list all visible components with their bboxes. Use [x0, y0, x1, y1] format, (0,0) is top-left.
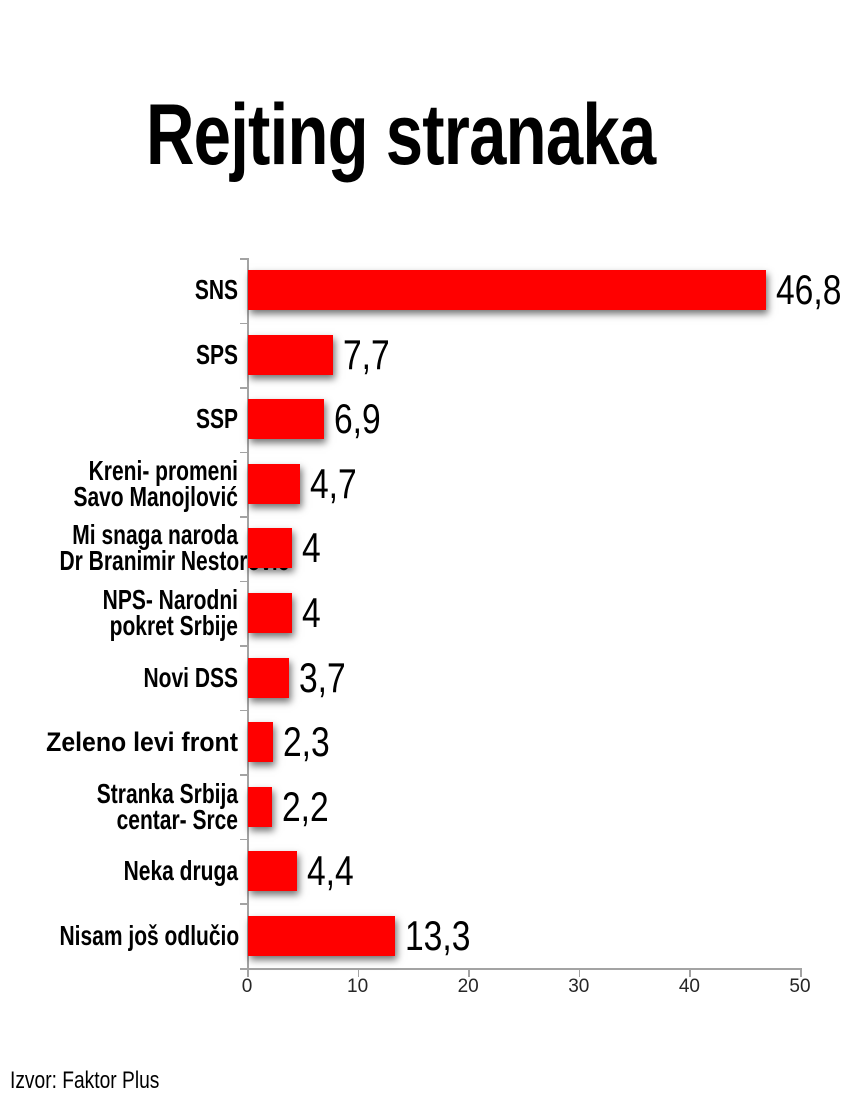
bar	[248, 593, 293, 633]
bar	[248, 270, 766, 311]
bar-value-label: 4	[302, 581, 325, 646]
bar	[248, 722, 274, 763]
bar-value-text: 2,2	[282, 782, 330, 830]
category-label-text: SPS	[195, 338, 238, 370]
bar-row-category-label: Neka druga	[0, 839, 238, 904]
bar-row-category-label: Mi snaga naroda Dr Branimir Nestorović	[0, 516, 290, 581]
x-axis-tick-label: 30	[568, 975, 590, 997]
bar-value-label: 2,3	[283, 710, 341, 775]
y-axis-tick	[240, 709, 247, 712]
y-axis-tick	[240, 968, 247, 970]
bar-row-category-label: Kreni- promeni Savo Manojlović	[0, 452, 238, 517]
bar-row-category-label: SPS	[0, 323, 238, 388]
bar-value-text: 13,3	[405, 911, 471, 959]
x-axis-tick	[578, 969, 581, 977]
bar	[248, 915, 396, 956]
y-axis-tick	[240, 258, 247, 260]
bar	[248, 463, 300, 504]
bar	[248, 657, 289, 698]
x-axis-line	[247, 968, 802, 970]
bar-value-text: 2,3	[283, 718, 331, 766]
category-label-text: Novi DSS	[143, 661, 238, 693]
x-axis-tick-label: 40	[678, 975, 700, 997]
y-axis-tick	[240, 838, 247, 841]
bar-value-text: 4	[302, 588, 321, 636]
y-axis-line	[247, 258, 249, 972]
x-axis-tick	[468, 969, 470, 977]
bar	[248, 851, 297, 892]
bar-value-label: 13,3	[405, 903, 487, 968]
y-axis-tick	[240, 645, 247, 647]
bar-value-label: 46,8	[776, 258, 850, 323]
bar-value-text: 4	[302, 524, 321, 572]
bar-value-text: 4,4	[306, 847, 354, 895]
y-axis-tick	[240, 516, 247, 518]
category-label-text: Nisam još odlučio	[59, 919, 240, 951]
bar-value-label: 4,7	[310, 452, 368, 517]
category-label-text: Mi snaga naroda Dr Branimir Nestorović	[59, 519, 290, 577]
bar-value-label: 4,4	[307, 839, 365, 904]
source-note: Izvor: Faktor Plus	[10, 1067, 160, 1094]
bar-value-label: 4	[302, 516, 325, 581]
bar-row-category-label: NPS- Narodni pokret Srbije	[0, 581, 238, 646]
bar-row-category-label: Nisam još odlučio	[0, 903, 240, 968]
bar-value-text: 7,7	[343, 330, 390, 378]
bar-value-text: 3,7	[298, 653, 346, 701]
x-axis-tick	[247, 969, 249, 977]
x-axis-tick-label: 20	[457, 975, 479, 997]
category-label-text: Neka druga	[123, 855, 238, 887]
category-label-text: Stranka Srbija centar- Srce	[96, 777, 238, 835]
bar	[248, 334, 334, 375]
bar	[248, 786, 273, 827]
category-label-text: NPS- Narodni pokret Srbije	[102, 583, 238, 641]
bar-value-label: 6,9	[334, 387, 392, 452]
category-label-text: SSP	[195, 403, 238, 435]
x-axis-tick-label: 10	[347, 975, 369, 997]
bar	[248, 528, 293, 569]
x-axis-tick	[357, 969, 360, 977]
bar-row-category-label: Novi DSS	[0, 645, 238, 710]
bar-row-category-label: Zeleno levi front	[0, 710, 238, 775]
y-axis-tick	[240, 387, 247, 389]
chart-title: Rejting stranaka	[146, 87, 656, 183]
bar-value-text: 46,8	[775, 266, 841, 314]
bar-value-label: 3,7	[299, 645, 357, 710]
bar-row-category-label: Stranka Srbija centar- Srce	[0, 774, 238, 839]
x-axis-tick-label: 0	[241, 975, 253, 997]
y-axis-tick	[240, 322, 247, 325]
category-label-text: SNS	[194, 274, 238, 306]
x-axis-tick	[689, 969, 691, 977]
y-axis-tick	[240, 580, 247, 583]
category-label-text: Kreni- promeni Savo Manojlović	[73, 454, 238, 512]
bar-value-label: 2,2	[282, 774, 340, 839]
y-axis-tick	[240, 774, 247, 776]
x-axis-tick-label: 50	[789, 975, 811, 997]
bar-row-category-label: SSP	[0, 387, 238, 452]
category-label-text: Zeleno levi front	[46, 727, 238, 758]
x-axis-tick	[800, 969, 802, 977]
bar-value-text: 6,9	[334, 395, 382, 443]
bar-value-label: 7,7	[343, 323, 401, 388]
y-axis-tick	[240, 903, 247, 905]
bar-row-category-label: SNS	[0, 258, 238, 323]
y-axis-tick	[240, 451, 247, 454]
bar	[248, 399, 325, 440]
bar-value-text: 4,7	[309, 459, 357, 507]
